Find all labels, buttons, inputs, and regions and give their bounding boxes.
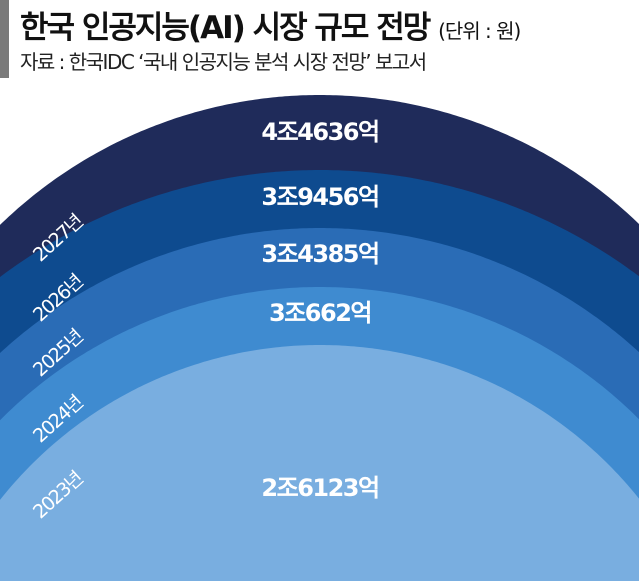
value-label: 2조6123억	[261, 474, 378, 502]
unit-label: (단위 : 원)	[438, 19, 521, 43]
chart-title: 한국 인공지능(AI) 시장 규모 전망 (단위 : 원)	[20, 2, 521, 47]
band-2023년	[0, 345, 639, 581]
source-note: 자료 : 한국IDC ‘국내 인공지능 분석 시장 전망’ 보고서	[20, 50, 427, 74]
title-text: 한국 인공지능(AI) 시장 규모 전망	[20, 10, 431, 46]
title-accent-bar	[0, 0, 9, 78]
value-label: 3조4385억	[261, 240, 378, 268]
value-label: 3조662억	[269, 299, 371, 327]
value-label: 4조4636억	[261, 118, 378, 146]
value-label: 3조9456억	[261, 183, 378, 211]
